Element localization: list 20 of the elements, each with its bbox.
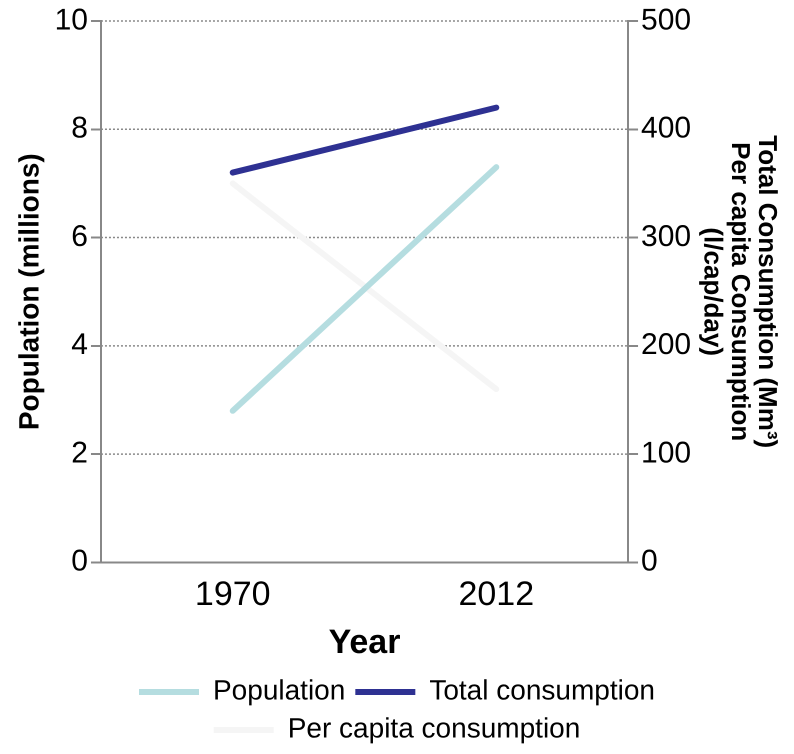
y-tick-label: 6 bbox=[71, 220, 88, 253]
y2-tick-label: 100 bbox=[641, 436, 692, 470]
y-tick-label: 10 bbox=[54, 3, 88, 36]
x-tick-label: 2012 bbox=[458, 575, 534, 614]
x-tick-label: 1970 bbox=[194, 575, 271, 614]
legend-label: Per capita consumption bbox=[288, 712, 580, 744]
y-tick-label: 8 bbox=[71, 112, 88, 145]
legend-label: Population bbox=[212, 674, 346, 706]
x-axis-title: Year bbox=[328, 622, 400, 661]
y-tick-label: 0 bbox=[71, 544, 88, 578]
y2-tick-label: 200 bbox=[641, 328, 692, 362]
y-axis-title: Population (millions) bbox=[14, 153, 45, 430]
legend-label: Total consumption bbox=[429, 674, 656, 706]
y2-tick-label: 400 bbox=[641, 112, 692, 145]
y-tick-label: 2 bbox=[71, 436, 88, 470]
y2-tick-label: 500 bbox=[641, 3, 692, 36]
y-tick-label: 4 bbox=[71, 328, 88, 362]
y2-axis-title: Total Consumption (Mm³) Per capita Consumption (l/cap/day) bbox=[698, 135, 784, 448]
y2-tick-label: 0 bbox=[641, 544, 658, 578]
y2-tick-label: 300 bbox=[641, 220, 692, 253]
